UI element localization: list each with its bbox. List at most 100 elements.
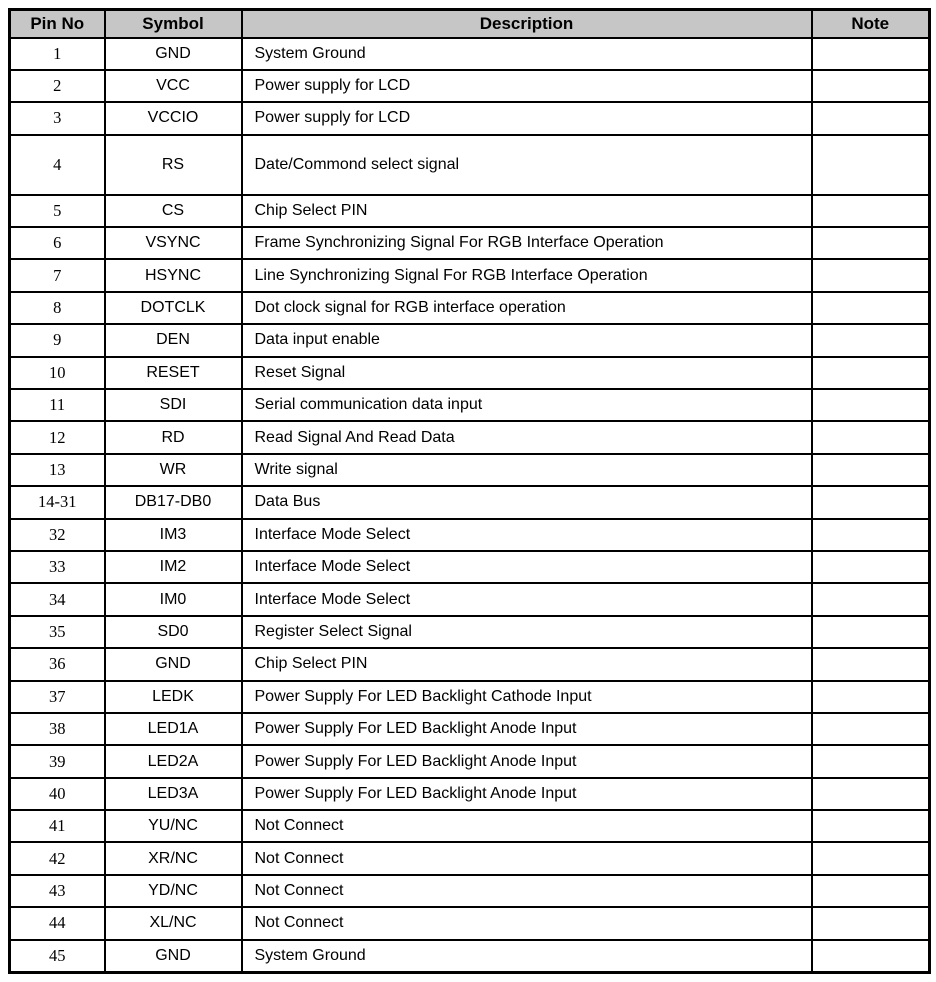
cell-symbol: LED3A (103, 776, 243, 812)
cell-pin: 40 (8, 776, 106, 812)
cell-description: Interface Mode Select (240, 549, 813, 585)
cell-description: Not Connect (240, 809, 813, 844)
cell-pin: 38 (8, 711, 106, 747)
cell-description: Interface Mode Select (240, 582, 813, 617)
cell-note (810, 711, 931, 747)
cell-description: Power Supply For LED Backlight Anode Inp… (240, 744, 813, 779)
cell-note (810, 744, 931, 779)
cell-description: Chip Select PIN (240, 193, 813, 229)
cell-note (810, 679, 931, 714)
cell-pin: 37 (8, 679, 106, 714)
cell-pin: 39 (8, 744, 106, 779)
table-row: 1 GND System Ground (8, 36, 931, 71)
cell-symbol: LEDK (103, 679, 243, 714)
cell-symbol: RD (103, 420, 243, 455)
table-row: 12 RD Read Signal And Read Data (8, 420, 931, 455)
cell-description: Reset Signal (240, 355, 813, 391)
cell-symbol: IM2 (103, 549, 243, 585)
column-header-note: Note (810, 8, 931, 39)
cell-description: Data Bus (240, 485, 813, 520)
cell-pin: 36 (8, 647, 106, 682)
table-row: 13 WR Write signal (8, 452, 931, 488)
cell-pin: 13 (8, 452, 106, 488)
cell-note (810, 776, 931, 812)
table-row: 43 YD/NC Not Connect (8, 873, 931, 909)
cell-symbol: GND (103, 36, 243, 71)
cell-symbol: IM0 (103, 582, 243, 617)
table-row: 2 VCC Power supply for LCD (8, 68, 931, 104)
cell-pin: 45 (8, 938, 106, 974)
cell-note (810, 36, 931, 71)
table-row: 8 DOTCLK Dot clock signal for RGB interfac… (8, 290, 931, 326)
table-row: 6 VSYNC Frame Synchronizing Signal For RGB… (8, 226, 931, 261)
cell-pin: 42 (8, 841, 106, 876)
cell-note (810, 647, 931, 682)
cell-description: Power supply for LCD (240, 101, 813, 136)
cell-description: Interface Mode Select (240, 517, 813, 552)
cell-symbol: XL/NC (103, 906, 243, 941)
cell-symbol: LED1A (103, 711, 243, 747)
cell-description: Not Connect (240, 906, 813, 941)
table-row: 34 IM0 Interface Mode Select (8, 582, 931, 617)
table-row: 38 LED1A Power Supply For LED Backlight An… (8, 711, 931, 747)
cell-symbol: XR/NC (103, 841, 243, 876)
cell-note (810, 323, 931, 358)
cell-symbol: YU/NC (103, 809, 243, 844)
cell-description: Register Select Signal (240, 614, 813, 650)
cell-description: Chip Select PIN (240, 647, 813, 682)
cell-pin: 32 (8, 517, 106, 552)
cell-pin: 9 (8, 323, 106, 358)
cell-symbol: HSYNC (103, 258, 243, 293)
cell-symbol: GND (103, 647, 243, 682)
pin-description-table: Pin No Symbol Description Note 1 GND Syste… (8, 8, 931, 974)
cell-pin: 11 (8, 388, 106, 423)
cell-pin: 4 (8, 133, 106, 196)
cell-symbol: DOTCLK (103, 290, 243, 326)
table-row: 4 RS Date/Commond select signal (8, 133, 931, 196)
cell-pin: 34 (8, 582, 106, 617)
cell-description: Power Supply For LED Backlight Anode Inp… (240, 776, 813, 812)
cell-pin: 35 (8, 614, 106, 650)
cell-symbol: DEN (103, 323, 243, 358)
cell-description: Power supply for LCD (240, 68, 813, 104)
table-row: 3 VCCIO Power supply for LCD (8, 101, 931, 136)
cell-pin: 41 (8, 809, 106, 844)
cell-description: Not Connect (240, 841, 813, 876)
cell-note (810, 290, 931, 326)
header-row: Pin No Symbol Description Note (8, 8, 931, 39)
cell-note (810, 485, 931, 520)
cell-note (810, 101, 931, 136)
column-header-description: Description (240, 8, 813, 39)
cell-note (810, 133, 931, 196)
cell-note (810, 938, 931, 974)
cell-description: Dot clock signal for RGB interface opera… (240, 290, 813, 326)
cell-symbol: VCC (103, 68, 243, 104)
cell-symbol: RESET (103, 355, 243, 391)
cell-symbol: YD/NC (103, 873, 243, 909)
cell-symbol: SD0 (103, 614, 243, 650)
cell-description: Read Signal And Read Data (240, 420, 813, 455)
cell-symbol: WR (103, 452, 243, 488)
cell-note (810, 517, 931, 552)
cell-description: Power Supply For LED Backlight Cathode I… (240, 679, 813, 714)
cell-symbol: SDI (103, 388, 243, 423)
table-row: 9 DEN Data input enable (8, 323, 931, 358)
cell-note (810, 258, 931, 293)
cell-note (810, 68, 931, 104)
table-row: 32 IM3 Interface Mode Select (8, 517, 931, 552)
cell-symbol: IM3 (103, 517, 243, 552)
cell-description: Not Connect (240, 873, 813, 909)
cell-note (810, 193, 931, 229)
column-header-pin-no: Pin No (8, 8, 106, 39)
cell-note (810, 549, 931, 585)
pin-table-body: 1 GND System Ground 2 VCC Power supply for LC… (8, 36, 931, 974)
cell-symbol: CS (103, 193, 243, 229)
cell-description: Write signal (240, 452, 813, 488)
table-row: 14-31 DB17-DB0 Data Bus (8, 485, 931, 520)
cell-pin: 14-31 (8, 485, 106, 520)
cell-description: Power Supply For LED Backlight Anode Inp… (240, 711, 813, 747)
cell-description: Frame Synchronizing Signal For RGB Inter… (240, 226, 813, 261)
column-header-symbol: Symbol (103, 8, 243, 39)
cell-pin: 1 (8, 36, 106, 71)
